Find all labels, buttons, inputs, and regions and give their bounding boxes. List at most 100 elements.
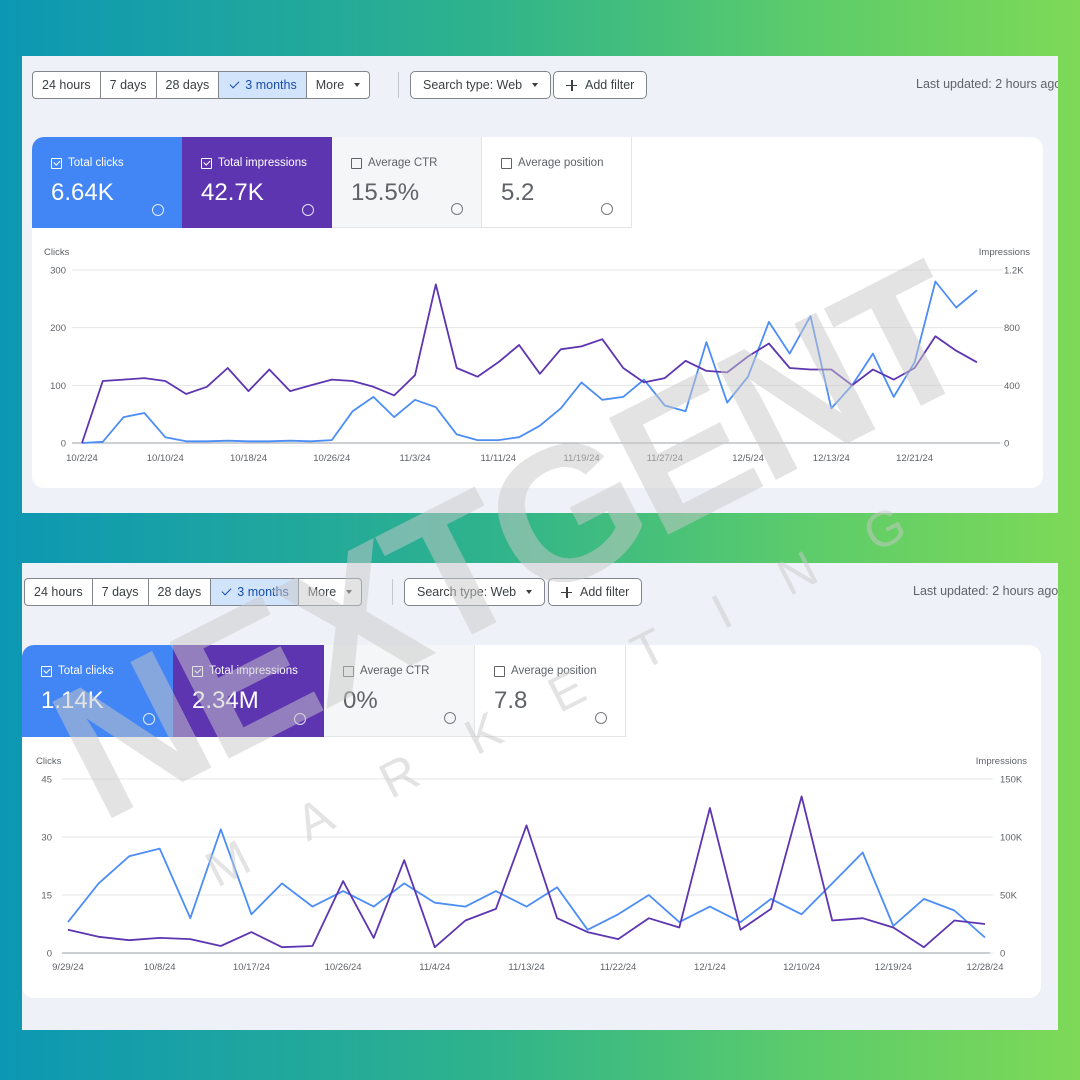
icon: [343, 665, 354, 677]
icon: [351, 157, 362, 169]
metric-label: Total clicks: [51, 157, 124, 169]
x-tick-label: 11/22/24: [600, 962, 636, 973]
x-tick-label: 11/11/24: [480, 453, 516, 464]
search-type[interactable]: Search type: Web: [410, 71, 552, 99]
y2-tick-label: 0: [1000, 949, 1005, 960]
range-button[interactable]: 7 days: [93, 579, 149, 605]
metric-value: 5.2: [501, 179, 535, 206]
x-tick-label: 12/19/24: [875, 962, 912, 973]
icon: [192, 665, 203, 677]
x-tick-label: 10/17/24: [233, 962, 270, 973]
x-tick-label: 10/10/24: [147, 453, 184, 464]
y2-tick-label: 0: [1004, 439, 1009, 450]
more-label: More: [307, 585, 337, 599]
range-label: 28 days: [157, 585, 202, 599]
metric-label-text: Average CTR: [360, 665, 430, 677]
icon: [561, 586, 572, 598]
range-label: 24 hours: [42, 78, 91, 92]
range-button[interactable]: 7 days: [101, 72, 157, 98]
y2-tick-label: 1.2K: [1004, 266, 1024, 277]
last-updated: Last updated: 2 hours ago: [913, 584, 1058, 598]
x-tick-label: 12/21/24: [896, 453, 933, 464]
x-tick-label: 11/19/24: [563, 453, 599, 464]
y-tick-label: 300: [50, 266, 66, 277]
range-label: 3 months: [245, 78, 297, 92]
y-tick-label: 45: [41, 775, 52, 786]
series-line: [67, 795, 986, 949]
add-filter[interactable]: Add filter: [553, 71, 648, 99]
search-type[interactable]: Search type: Web: [404, 578, 546, 606]
more-button[interactable]: More: [299, 579, 361, 605]
metric-tile[interactable]: Total clicks 6.64K: [32, 137, 182, 228]
icon: [201, 157, 212, 169]
metric-tile[interactable]: Total impressions 42.7K: [182, 137, 332, 228]
x-tick-label: 12/10/24: [783, 962, 820, 973]
help-icon: [601, 203, 613, 215]
y-axis-title: Clicks: [44, 247, 70, 258]
performance-card: Total clicks 6.64K Total impressions 42.7K A…: [32, 137, 1043, 488]
divider: [398, 72, 399, 98]
range-button[interactable]: 28 days: [149, 579, 212, 605]
range-button[interactable]: 3 months: [211, 579, 299, 605]
metric-label: Total clicks: [41, 665, 114, 677]
x-tick-label: 10/26/24: [313, 453, 350, 464]
metric-tile[interactable]: Average CTR 15.5%: [332, 137, 482, 228]
icon: [526, 590, 533, 594]
add-filter[interactable]: Add filter: [548, 578, 643, 606]
icon: [354, 83, 361, 87]
metric-value: 42.7K: [201, 179, 264, 206]
metric-label-text: Total impressions: [209, 665, 298, 677]
range-button[interactable]: 24 hours: [33, 72, 101, 98]
more-label: More: [315, 78, 345, 92]
series-line: [67, 828, 986, 939]
range-label: 24 hours: [34, 585, 83, 599]
more-button[interactable]: More: [307, 72, 369, 98]
range-label: 28 days: [165, 78, 210, 92]
x-tick-label: 12/13/24: [813, 453, 850, 464]
performance-card: Total clicks 1.14K Total impressions 2.34M A…: [22, 645, 1041, 998]
icon: [41, 665, 52, 677]
series-line: [81, 283, 978, 444]
x-tick-label: 12/1/24: [694, 962, 726, 973]
range-button[interactable]: 3 months: [219, 72, 307, 98]
metric-value: 7.8: [494, 687, 528, 714]
icon: [566, 79, 577, 91]
range-label: 3 months: [237, 585, 289, 599]
metric-tile[interactable]: Total clicks 1.14K: [22, 645, 173, 737]
metric-label-text: Average position: [511, 665, 597, 677]
metric-label: Total impressions: [201, 157, 307, 169]
help-icon: [152, 204, 164, 216]
metric-tile[interactable]: Average position 5.2: [482, 137, 632, 228]
y2-axis-title: Impressions: [976, 756, 1027, 767]
y-axis-title: Clicks: [36, 756, 62, 767]
y2-tick-label: 400: [1004, 381, 1020, 392]
help-icon: [143, 713, 155, 725]
y2-tick-label: 800: [1004, 323, 1020, 334]
y-tick-label: 30: [41, 833, 52, 844]
panel: 24 hours 7 days 28 days 3 months More Search …: [22, 56, 1058, 513]
range-button[interactable]: 28 days: [157, 72, 220, 98]
metric-tile[interactable]: Total impressions 2.34M: [173, 645, 324, 737]
chart: Clicks Impressions 0 15 30 45 0 50K 100K 150K 9/29…: [36, 756, 1027, 973]
icon: [51, 157, 62, 169]
y-tick-label: 100: [50, 381, 66, 392]
x-tick-label: 11/13/24: [508, 962, 544, 973]
range-button[interactable]: 24 hours: [25, 579, 93, 605]
y2-axis-title: Impressions: [979, 247, 1030, 258]
y-tick-label: 200: [50, 323, 66, 334]
date-range: 24 hours 7 days 28 days 3 months More: [24, 578, 363, 606]
metric-label: Total impressions: [192, 665, 298, 677]
metric-label: Average CTR: [351, 157, 437, 169]
y-tick-label: 0: [61, 439, 66, 450]
metric-tile[interactable]: Average CTR 0%: [324, 645, 475, 737]
metric-label-text: Average position: [518, 157, 604, 169]
date-range: 24 hours 7 days 28 days 3 months More: [32, 71, 371, 99]
metric-tile[interactable]: Average position 7.8: [475, 645, 626, 737]
x-tick-label: 11/27/24: [647, 453, 683, 464]
x-tick-label: 10/26/24: [325, 962, 362, 973]
x-tick-label: 12/28/24: [967, 962, 1004, 973]
y2-tick-label: 150K: [1000, 775, 1023, 786]
search-type-label: Search type: Web: [423, 78, 523, 92]
